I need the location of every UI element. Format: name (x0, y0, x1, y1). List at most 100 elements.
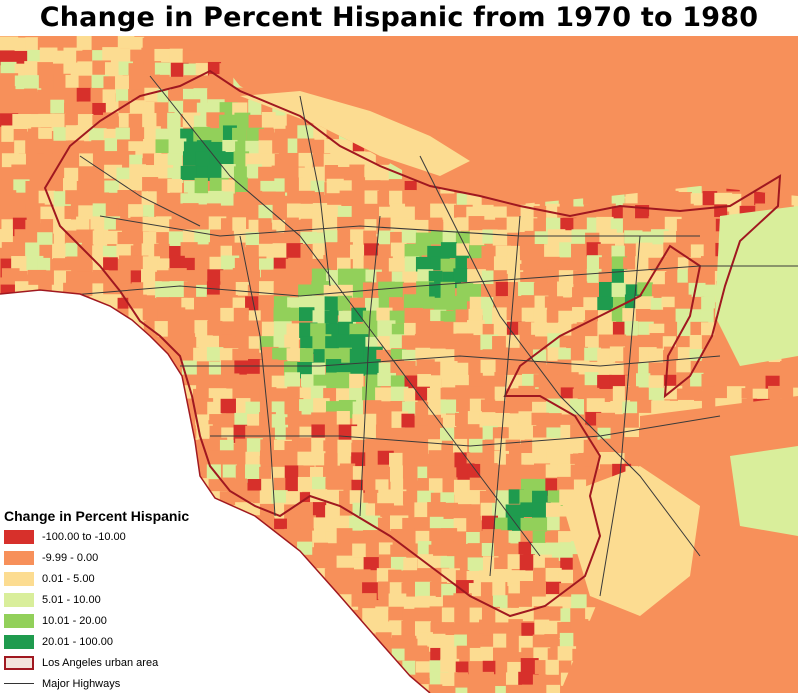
tract-cell (285, 125, 301, 140)
tract-cell (519, 581, 535, 597)
tract-cell (376, 307, 393, 321)
tract-cell (349, 490, 364, 507)
tract-cell (325, 323, 342, 337)
tract-cell (221, 477, 236, 495)
tract-cell (494, 372, 509, 388)
tract-cell (505, 672, 522, 688)
tract-cell (338, 321, 353, 338)
tract-cell (117, 48, 132, 62)
tract-cell (662, 400, 679, 415)
tract-cell (311, 451, 326, 466)
tract-cell (690, 244, 705, 259)
tract-cell (494, 569, 512, 583)
tract-cell (102, 47, 121, 63)
tract-cell (64, 114, 79, 128)
tract-cell (260, 308, 275, 325)
legend-line-symbol (4, 683, 34, 684)
tract-cell (220, 307, 236, 322)
tract-cell (533, 218, 547, 232)
tract-cell (415, 581, 432, 599)
tract-cell (24, 61, 41, 78)
tract-cell (583, 451, 601, 467)
tract-cell (675, 294, 692, 308)
tract-cell (389, 203, 406, 219)
tract-cell (494, 400, 512, 415)
tract-cell (154, 48, 173, 63)
tract-cell (495, 490, 509, 507)
tract-cell (544, 296, 564, 314)
tract-cell (417, 490, 434, 505)
tract-cell (286, 243, 303, 258)
tract-cell (325, 531, 340, 547)
tract-cell (37, 62, 53, 78)
tract-cell (76, 256, 92, 272)
tract-cell (284, 177, 304, 193)
tract-cell (115, 75, 134, 94)
tract-cell (440, 646, 458, 663)
tract-cell (690, 372, 704, 391)
tract-cell (376, 217, 393, 234)
tract-cell (700, 256, 715, 273)
tract-cell (507, 515, 522, 533)
tract-cell (573, 270, 590, 285)
tract-cell (546, 203, 560, 219)
tract-cell (274, 424, 289, 444)
legend-swatch (4, 634, 34, 649)
tract-cell (142, 153, 157, 167)
tract-cell (336, 388, 352, 403)
tract-cell (0, 179, 18, 194)
tract-cell (284, 528, 304, 544)
tract-cell (63, 178, 77, 193)
tract-cell (180, 165, 199, 180)
tract-cell (38, 113, 55, 128)
tract-cell (635, 296, 654, 311)
tract-cell (298, 177, 315, 194)
tract-cell (286, 203, 301, 220)
highway-line (180, 355, 721, 367)
highway-line (149, 75, 541, 557)
tract-cell (155, 216, 172, 234)
tract-cell (206, 294, 221, 309)
tract-cell (612, 334, 627, 350)
tract-cell (468, 216, 485, 233)
tract-cell (168, 203, 188, 217)
tract-cell (234, 360, 249, 375)
tract-cell (364, 489, 379, 506)
tract-cell (586, 255, 602, 274)
tract-cell (623, 437, 642, 454)
highway-line (489, 215, 521, 577)
tract-cell (324, 165, 339, 182)
tract-cell (586, 268, 602, 283)
tract-cell (259, 153, 279, 169)
highway-line (419, 155, 701, 557)
tract-cell (700, 231, 715, 247)
tract-cell (339, 190, 354, 205)
tract-cell (559, 632, 575, 649)
tract-cell (467, 320, 485, 336)
legend-label: 20.01 - 100.00 (42, 635, 113, 648)
tract-cell (299, 399, 314, 417)
tract-cell (0, 86, 16, 105)
tract-cell (63, 152, 78, 170)
tract-cell (414, 646, 430, 663)
tract-cell (401, 620, 417, 636)
tract-cell (493, 542, 511, 561)
tract-cell (299, 502, 314, 516)
tract-cell (196, 244, 210, 264)
tract-cell (258, 140, 273, 157)
tract-cell (168, 307, 186, 325)
tract-cell (518, 541, 533, 557)
tract-cell (506, 633, 522, 649)
tract-cell (193, 126, 211, 143)
tract-cell (259, 281, 274, 296)
tract-cell (584, 372, 599, 386)
tract-cell (377, 401, 393, 416)
tract-cell (544, 244, 563, 258)
tract-cell (233, 307, 249, 326)
highway-line (599, 235, 641, 597)
tract-cell (544, 386, 559, 402)
tract-cell (468, 438, 485, 455)
legend-label: 5.01 - 10.00 (42, 593, 101, 606)
tract-cell (520, 478, 536, 493)
tract-cell (532, 517, 551, 531)
